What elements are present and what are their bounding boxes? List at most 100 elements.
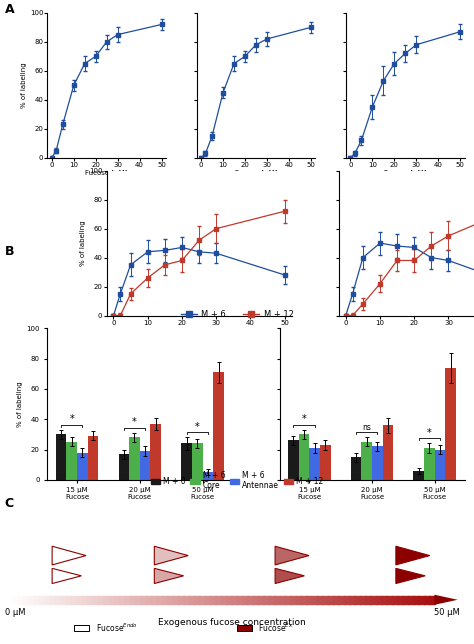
- Text: *: *: [195, 422, 200, 431]
- Bar: [333, 596, 339, 603]
- Bar: [77, 453, 88, 480]
- Bar: [424, 596, 430, 603]
- Bar: [446, 368, 456, 480]
- Bar: [344, 596, 350, 603]
- Bar: [151, 596, 157, 603]
- Text: Fucose$^{Ex}$: Fucose$^{Ex}$: [258, 622, 294, 634]
- Bar: [28, 596, 35, 603]
- Legend: M + 0, M + 6
Core, M + 6
Antennae, M + 12: M + 0, M + 6 Core, M + 6 Antennae, M + 1…: [148, 468, 326, 493]
- Bar: [237, 596, 243, 603]
- Bar: [215, 596, 222, 603]
- Bar: [50, 596, 56, 603]
- Bar: [23, 596, 29, 603]
- Bar: [349, 596, 355, 603]
- Text: ns: ns: [362, 422, 371, 431]
- Bar: [194, 596, 201, 603]
- Bar: [114, 596, 120, 603]
- Bar: [320, 445, 331, 480]
- Bar: [55, 596, 62, 603]
- Bar: [74, 625, 89, 632]
- Y-axis label: % of labeling: % of labeling: [21, 62, 27, 108]
- Bar: [285, 596, 291, 603]
- Bar: [213, 372, 224, 480]
- Text: A: A: [5, 3, 14, 16]
- Bar: [392, 596, 398, 603]
- Bar: [76, 596, 83, 603]
- Bar: [125, 596, 131, 603]
- Bar: [381, 596, 387, 603]
- Bar: [306, 596, 312, 603]
- Bar: [109, 596, 115, 603]
- Polygon shape: [155, 546, 188, 565]
- Bar: [413, 596, 419, 603]
- Bar: [290, 596, 296, 603]
- Bar: [189, 596, 195, 603]
- Bar: [310, 448, 320, 480]
- Bar: [192, 444, 202, 480]
- Bar: [402, 596, 409, 603]
- Polygon shape: [434, 594, 457, 605]
- Polygon shape: [52, 546, 86, 565]
- Bar: [322, 596, 328, 603]
- Bar: [351, 457, 362, 480]
- Bar: [205, 596, 211, 603]
- Bar: [34, 596, 40, 603]
- Bar: [258, 596, 264, 603]
- Text: 0 μM: 0 μM: [5, 609, 25, 618]
- Bar: [424, 448, 435, 480]
- Text: Fucose$^{Endo}$: Fucose$^{Endo}$: [96, 622, 138, 634]
- Bar: [386, 596, 392, 603]
- Legend: M + 6, M + 12: M + 6, M + 12: [177, 307, 297, 323]
- Bar: [360, 596, 366, 603]
- Bar: [87, 596, 93, 603]
- Bar: [435, 450, 446, 480]
- Polygon shape: [396, 569, 425, 583]
- Bar: [92, 596, 99, 603]
- Bar: [288, 440, 299, 480]
- Bar: [338, 596, 345, 603]
- Text: *: *: [427, 428, 432, 438]
- Polygon shape: [396, 546, 430, 565]
- Bar: [71, 596, 77, 603]
- Bar: [299, 434, 310, 480]
- Bar: [419, 596, 425, 603]
- Text: 50 μM: 50 μM: [434, 609, 460, 618]
- Bar: [253, 596, 259, 603]
- Bar: [118, 454, 129, 480]
- Bar: [383, 425, 393, 480]
- Bar: [119, 596, 126, 603]
- Bar: [103, 596, 109, 603]
- Bar: [317, 596, 323, 603]
- Polygon shape: [155, 569, 183, 583]
- Bar: [56, 434, 66, 480]
- Bar: [372, 446, 383, 480]
- Bar: [237, 625, 252, 632]
- Bar: [181, 444, 192, 480]
- Bar: [88, 436, 99, 480]
- Bar: [210, 596, 216, 603]
- Y-axis label: % of labeling: % of labeling: [80, 220, 86, 266]
- Polygon shape: [275, 546, 309, 565]
- Bar: [362, 442, 372, 480]
- Bar: [429, 596, 435, 603]
- Polygon shape: [52, 569, 82, 583]
- Bar: [408, 596, 414, 603]
- X-axis label: Fucose [μM]: Fucose [μM]: [410, 327, 453, 334]
- Bar: [66, 442, 77, 480]
- Bar: [173, 596, 179, 603]
- Bar: [178, 596, 184, 603]
- Bar: [82, 596, 88, 603]
- Bar: [231, 596, 237, 603]
- Bar: [135, 596, 142, 603]
- Text: B: B: [5, 245, 14, 258]
- Bar: [354, 596, 361, 603]
- Text: C: C: [5, 497, 14, 510]
- Bar: [397, 596, 403, 603]
- Bar: [146, 596, 152, 603]
- Bar: [98, 596, 104, 603]
- Bar: [295, 596, 302, 603]
- X-axis label: Fucose [μM]: Fucose [μM]: [178, 327, 220, 334]
- Text: *: *: [69, 414, 74, 424]
- Text: *: *: [132, 417, 137, 427]
- Bar: [221, 596, 227, 603]
